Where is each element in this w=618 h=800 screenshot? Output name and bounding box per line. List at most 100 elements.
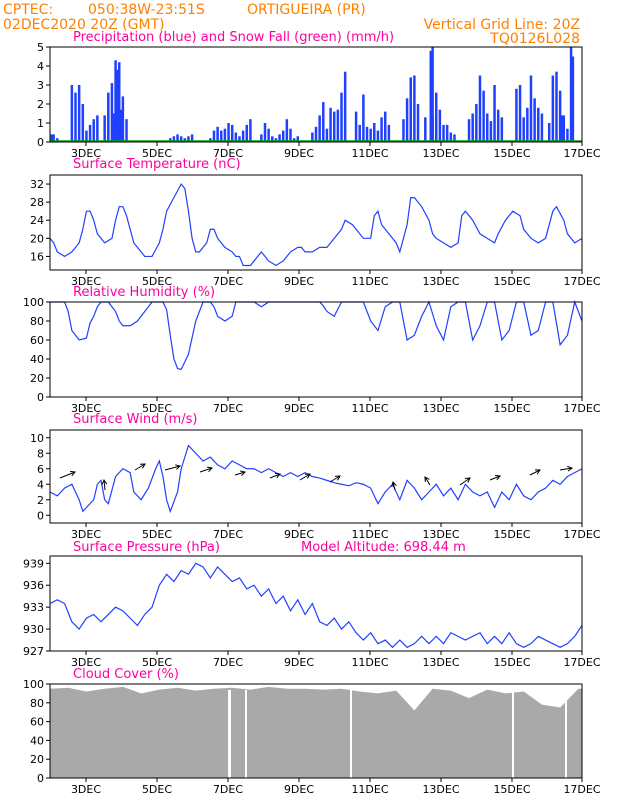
y-tick-label: 0 [37,509,44,522]
precip-bar [329,107,332,142]
x-tick-label: 15DEC [493,528,530,541]
panel-title: Relative Humidity (%) [73,285,215,300]
panel-6: Cloud Cover (%) 0 20 40 60 80 100 3DEC 5DEC 7DEC 9… [23,667,601,796]
precip-bar [442,124,445,142]
x-tick-label: 5DEC [142,656,172,669]
precip-bar [322,102,325,142]
y-tick-label: 1 [37,117,44,130]
y-tick-label: 16 [30,250,44,263]
panel-frame [49,683,583,779]
wind-arrow-head [139,463,146,469]
wind-arrow-head [274,472,281,479]
panel-frame [49,429,583,524]
panel-title: Surface Wind (m/s) [73,412,197,427]
x-tick-label: 7DEC [213,656,243,669]
precip-bar [271,136,274,142]
precip-bar [274,138,278,142]
x-tick-label: 17DEC [563,783,600,796]
precip-bar [496,109,500,142]
precip-bar [362,94,365,142]
precip-bar [500,117,504,142]
x-tick-label: 7DEC [213,528,243,541]
precip-bar [116,69,119,142]
x-tick-label: 5DEC [142,528,172,541]
panel-title: Precipitation (blue) and Snow Fall (gree… [73,30,394,45]
panel-frame [49,174,583,271]
precip-bar [409,77,412,142]
x-tick-label: 15DEC [493,783,530,796]
precip-bar [74,92,77,142]
x-tick-label: 7DEC [213,275,243,288]
x-tick-label: 11DEC [351,275,388,288]
wind-arrow-head [567,465,574,472]
precip-bar [285,119,289,142]
precip-bar [179,136,183,142]
precip-bar [471,113,474,142]
y-tick-label: 80 [30,315,44,328]
precip-bar [70,85,74,142]
y-tick-label: 5 [37,41,44,54]
precip-bar [314,126,318,142]
wind-arrow-head [534,469,541,475]
precip-bar [478,75,482,142]
wind-arrow-head [304,473,311,479]
precip-bar [81,104,85,142]
cloud-gap [350,690,352,778]
precip-bar [216,126,219,142]
y-tick-label: 6 [37,463,44,476]
wind-arrow-head [424,476,430,483]
precip-bar [168,138,172,142]
precip-bar [119,109,123,142]
precip-bar [234,132,238,142]
series-line [49,182,583,267]
precip-bar [566,128,569,142]
precip-bar [387,124,391,142]
precip-bar [318,115,321,142]
y-tick-label: 28 [30,196,44,209]
wind-arrow-head [334,475,341,481]
panel-title: Surface Pressure (hPa) [73,540,220,555]
precip-bar [369,128,372,142]
y-tick-label: 0 [37,136,44,149]
precip-bar [125,119,128,142]
precip-bar [482,90,485,142]
precip-bar [281,130,285,142]
y-tick-label: 2 [37,98,44,111]
precip-bar [292,138,296,142]
x-tick-label: 9DEC [284,528,314,541]
x-tick-label: 17DEC [563,528,600,541]
precip-bar [493,85,496,142]
y-tick-label: 100 [23,296,44,309]
precip-bar [176,134,179,142]
x-tick-label: 7DEC [213,783,243,796]
x-tick-label: 5DEC [142,402,172,415]
y-tick-label: 0 [37,391,44,404]
precip-bar [518,85,522,142]
wind-arrow [392,481,396,491]
panel-frame [49,46,583,143]
cloud-gap [565,690,567,778]
precip-bar [571,56,575,142]
precip-bar [245,124,249,142]
panel-2: Surface Temperature (nC) 16 20 24 28 32 3DEC 5D… [30,157,601,288]
wind-arrow [59,471,76,479]
precip-bar [249,119,252,142]
precip-bar [336,109,340,142]
wind-arrow [559,467,573,471]
y-tick-label: 40 [30,353,44,366]
y-tick-label: 4 [37,60,44,73]
panel-3: Relative Humidity (%) 0 20 40 60 80 100 3DEC 5DE… [23,285,601,415]
y-tick-label: 4 [37,478,44,491]
x-tick-label: 5DEC [142,147,172,160]
x-tick-label: 13DEC [422,656,459,669]
precip-bar [515,88,518,142]
precip-bar [431,47,434,142]
precip-bar [429,50,433,142]
wind-arrow [164,465,181,471]
panel-1: Precipitation (blue) and Snow Fall (gree… [37,30,601,160]
x-tick-label: 13DEC [422,275,459,288]
precip-bar [267,128,270,142]
precip-bar [416,104,420,142]
precip-bar [354,111,358,142]
